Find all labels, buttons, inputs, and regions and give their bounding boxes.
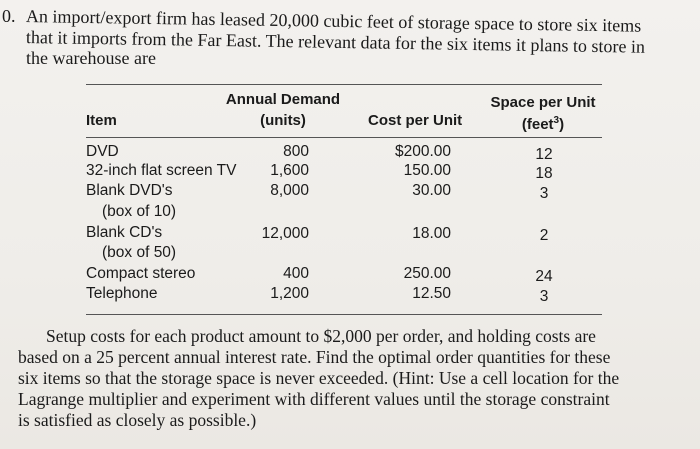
intro-line-3: the warehouse are: [26, 48, 156, 68]
row-1-demand: 800: [283, 143, 309, 160]
row-4-demand: 12,000: [261, 225, 309, 242]
header-demand-line1: Annual Demand: [225, 91, 341, 108]
header-demand-line2: (units): [260, 112, 306, 129]
header-space-line1: Space per Unit: [490, 94, 596, 111]
row-3-item: Blank DVD's: [86, 182, 173, 199]
problem-number: 0.: [2, 6, 16, 26]
row-4-item-sub: (box of 50): [102, 244, 177, 261]
row-5-cost: 250.00: [403, 265, 451, 282]
row-6-cost: 12.50: [412, 285, 451, 302]
row-3-space: 3: [539, 185, 549, 202]
row-1-cost: $200.00: [394, 143, 451, 160]
row-1-space: 12: [535, 146, 553, 163]
row-5-space: 24: [535, 268, 553, 285]
row-6-demand: 1,200: [270, 285, 309, 302]
outro-line-4: Lagrange multiplier and experiment with …: [18, 389, 610, 409]
table-top-rule: [86, 84, 602, 85]
outro-line-1: Setup costs for each product amount to $…: [46, 326, 596, 346]
row-4-item: Blank CD's: [86, 224, 163, 241]
row-5-item: Compact stereo: [86, 265, 196, 282]
row-4-space: 2: [539, 227, 549, 244]
row-2-space: 18: [535, 165, 553, 182]
row-3-cost: 30.00: [412, 182, 451, 199]
row-3-item-sub: (box of 10): [102, 203, 177, 220]
row-6-space: 3: [539, 288, 549, 305]
outro-line-3: six items so that the storage space is n…: [18, 368, 620, 388]
row-5-demand: 400: [283, 265, 309, 282]
row-6-item: Telephone: [86, 285, 158, 302]
row-4-cost: 18.00: [412, 225, 451, 242]
row-3-demand: 8,000: [270, 182, 309, 199]
header-space-line2: (feet3): [521, 115, 565, 133]
header-item: Item: [86, 112, 117, 129]
row-2-cost: 150.00: [403, 162, 451, 179]
row-1-item: DVD: [86, 143, 119, 160]
header-cost: Cost per Unit: [368, 112, 463, 129]
row-2-demand: 1,600: [270, 162, 309, 179]
outro-line-5: is satisfied as closely as possible.): [18, 410, 257, 430]
table-header-rule: [86, 137, 602, 138]
row-2-item: 32-inch flat screen TV: [86, 162, 237, 179]
table-bottom-rule: [86, 314, 602, 315]
outro-line-2: based on a 25 percent annual interest ra…: [18, 347, 611, 367]
